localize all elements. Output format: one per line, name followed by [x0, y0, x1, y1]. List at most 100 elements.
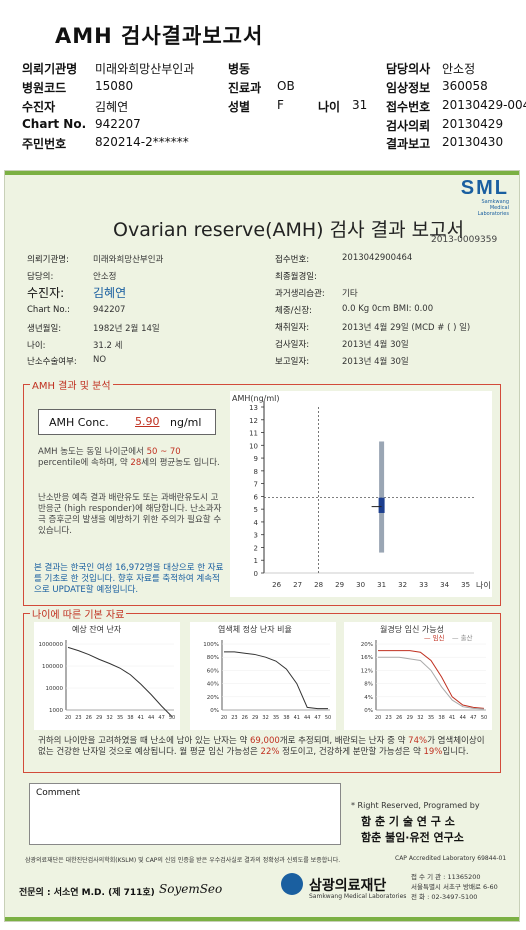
comment-box: Comment: [29, 783, 341, 845]
y-tick-label: 20%: [207, 695, 219, 701]
x-tick-label: 26: [396, 715, 402, 721]
text-part: 가 염색체이상이 없는 건강한 난자일 것으로 예상됩니다. 월 평균 임신 가…: [38, 736, 485, 757]
y-tick-label: 11: [249, 430, 258, 438]
x-tick-label: 34: [440, 581, 449, 589]
field-label: 과거생리습관:: [275, 289, 325, 299]
y-tick-label: 10: [249, 442, 258, 450]
x-tick-label: 44: [460, 715, 466, 721]
amh-conc-unit: ng/ml: [170, 416, 202, 429]
amh-note-text: 본 결과는 한국인 여성 16,972명을 대상으로 한 자료를 기초로 한 것…: [34, 563, 224, 595]
text-part: 입니다.: [442, 747, 469, 757]
x-tick-label: 50: [169, 715, 175, 721]
sml-logo-sub: Samkwang Medical Laboratories: [477, 199, 509, 217]
pregnancy-chart: 월경당 임신 가능성 20% 16% 12% 8% 4% 0% 20 23 26 29 32 35 38…: [344, 622, 492, 730]
y-tick-label: 5: [254, 506, 258, 514]
field-label: 수진자:: [27, 286, 65, 300]
y-tick-label: 12%: [361, 668, 373, 674]
header-label: 의뢰기관명: [22, 62, 78, 76]
normal-egg-chart-svg: 100% 80% 60% 40% 20% 0%20 23 26 29 32 35 38 41 44 47 50: [203, 640, 331, 721]
y-tick-label: 8: [254, 468, 258, 476]
header-value: F: [277, 98, 284, 112]
x-tick-label: 23: [75, 715, 81, 721]
doctor-signature: SoyemSeo: [159, 882, 223, 896]
y-tick-label: 9: [254, 455, 258, 463]
x-tick-label: 35: [428, 715, 434, 721]
y-tick-label: 0: [254, 570, 258, 578]
field-label: 접수번호:: [275, 255, 310, 265]
text-part: AMH 농도는 동일 나이군에서: [38, 447, 144, 457]
y-tick-label: 3: [254, 532, 258, 540]
field-value: 미래와희망산부인과: [93, 255, 164, 265]
foundation-name: 삼광의료재단: [309, 878, 387, 894]
amh-conc-box: AMH Conc. 5.90 ng/ml: [38, 409, 216, 435]
header-value: 942207: [95, 117, 141, 131]
top-green-bar: [5, 171, 519, 175]
y-tick-label: 10000: [46, 686, 64, 692]
amh-percentile-text: AMH 농도는 동일 나이군에서 50 ~ 70 percentile에 속하며…: [38, 447, 224, 469]
field-value: 안소정: [93, 272, 117, 282]
chart-title: 염색체 정상 난자 비율: [218, 625, 292, 634]
amh-boxplot-chart: AMH(ng/ml) 0 1 2 3 4 5 6 7 8 9 10 11 12 13 26 27 28 29 30 31…: [230, 391, 492, 597]
field-value: 31.2 세: [93, 341, 123, 351]
field-value: 0.0 Kg 0cm BMI: 0.00: [342, 304, 434, 314]
field-value: 942207: [93, 305, 126, 315]
equivalent-age: 28: [130, 458, 142, 468]
field-label: 체중/신장:: [275, 306, 313, 316]
report-number: 2013-0009359: [431, 235, 498, 245]
legend-item: — 출산: [452, 633, 473, 642]
x-tick-label: 47: [158, 715, 164, 721]
header-label: 검사의뢰: [386, 119, 431, 133]
header-value: 김혜연: [95, 100, 129, 114]
x-tick-label: 26: [242, 715, 248, 721]
box-whisker-lower: [379, 512, 385, 553]
header-label: 결과보고: [386, 137, 431, 151]
text-part: percentile에 속하며, 약: [38, 458, 128, 468]
x-tick-label: 47: [314, 715, 320, 721]
doctor-name: 전문의 : 서소연 M.D. (제 711호): [19, 888, 155, 898]
chart-title: 월경당 임신 가능성: [380, 625, 444, 634]
field-label: 의뢰기관명:: [27, 255, 69, 265]
x-tick-label: 26: [272, 581, 281, 589]
percentile-range: 50 ~ 70: [146, 447, 181, 457]
header-value: 미래와희망산부인과: [95, 62, 195, 76]
y-tick-label: 80%: [207, 655, 219, 661]
foundation-logo: [281, 873, 303, 895]
series-line: [378, 650, 485, 709]
series-line: [224, 651, 328, 710]
foundation-name-en: Samkwang Medical Laboratories: [309, 893, 407, 900]
header-label: 접수번호: [386, 100, 431, 114]
y-tick-label: 40%: [207, 682, 219, 688]
y-tick-label: 4: [254, 519, 259, 527]
x-tick-label: 41: [294, 715, 300, 721]
contact-1: 접 수 기 관 : 11365200: [411, 873, 481, 881]
x-tick-label: 47: [470, 715, 476, 721]
normal-egg-percent: 74%: [408, 736, 428, 746]
institute-name-2: 함춘 불임·유전 연구소: [361, 831, 464, 844]
amh-conc-label: AMH Conc.: [49, 416, 109, 429]
x-tick-label: 32: [106, 715, 112, 721]
x-tick-label: 44: [304, 715, 310, 721]
y-tick-label: 100000: [42, 664, 63, 670]
header-label: 나이: [318, 100, 341, 114]
accreditation-text: 삼광의료재단은 대한진단검사의학회(KSLM) 및 CAP의 신임 인증을 받은…: [25, 857, 341, 864]
page-title: AMH 검사결과보고서: [55, 24, 264, 48]
x-tick-label: 29: [96, 715, 102, 721]
y-tick-label: 1000000: [39, 642, 64, 648]
x-tick-label: 20: [221, 715, 227, 721]
y-axis-label: AMH(ng/ml): [232, 394, 280, 403]
eggs-chart: 예상 잔여 난자 1000000 100000 10000 1000 20 23 26 29 3…: [34, 622, 180, 730]
header-label: 주민번호: [22, 137, 67, 151]
comment-label: Comment: [36, 788, 81, 798]
normal-egg-chart: 염색체 정상 난자 비율 100% 80% 60% 40% 20% 0% 20 23 26 29 3…: [190, 622, 336, 730]
text-part: 세의 평균농도 입니다.: [141, 458, 220, 468]
x-tick-label: 35: [273, 715, 279, 721]
field-label: 생년월일:: [27, 324, 62, 334]
x-tick-label: 23: [231, 715, 237, 721]
x-tick-label: 32: [417, 715, 423, 721]
y-tick-label: 12: [249, 417, 258, 425]
x-tick-label: 20: [375, 715, 381, 721]
field-label: 최종월경일:: [275, 272, 317, 282]
y-tick-label: 100%: [203, 642, 219, 648]
age-summary-text: 귀하의 나이만을 고려하였을 때 난소에 남아 있는 난자는 약 69,000개…: [38, 736, 492, 758]
